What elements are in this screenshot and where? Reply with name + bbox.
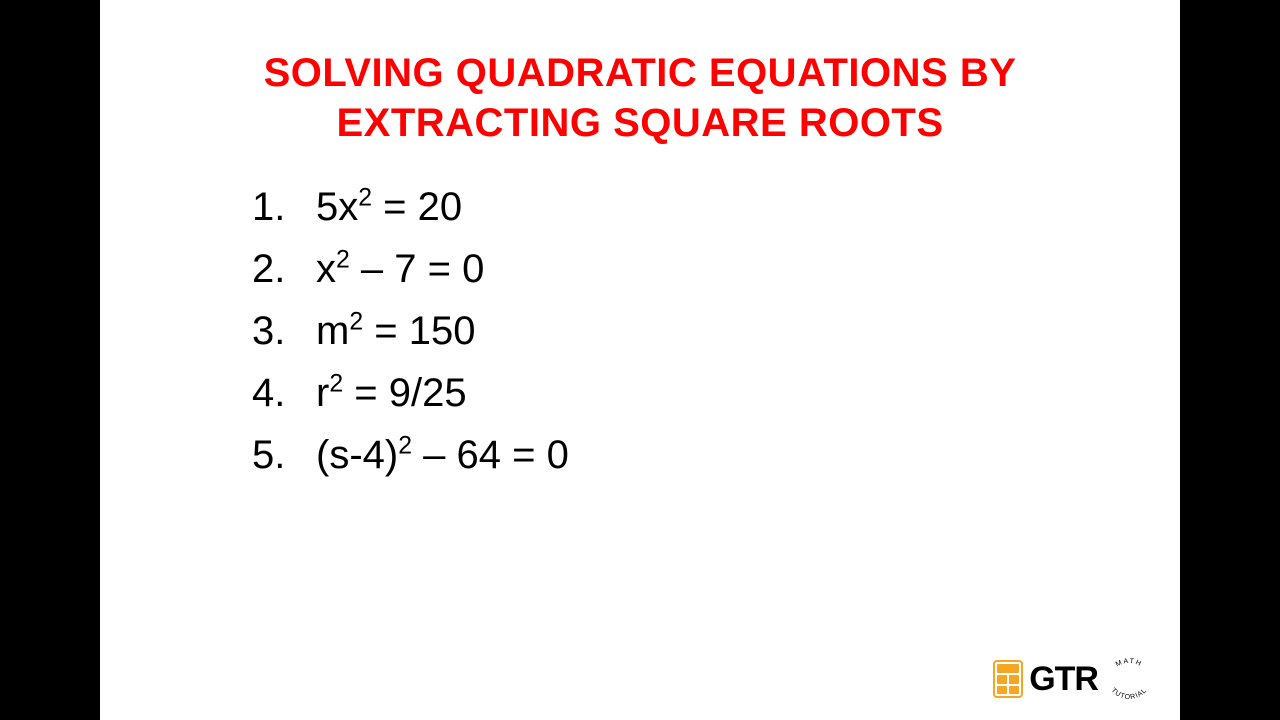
list-item: 3. m2 = 150: [252, 300, 1124, 362]
svg-text:TUTORIAL: TUTORIAL: [1110, 687, 1149, 701]
calc-key: [1009, 686, 1019, 695]
item-number: 2.: [252, 238, 316, 300]
calc-key: [997, 675, 1007, 684]
title-line-1: SOLVING QUADRATIC EQUATIONS BY: [264, 51, 1017, 95]
list-item: 2. x2 – 7 = 0: [252, 238, 1124, 300]
eq-pre: (s-4): [316, 433, 398, 477]
eq-pre: r: [316, 371, 329, 415]
slide: SOLVING QUADRATIC EQUATIONS BY EXTRACTIN…: [100, 0, 1180, 720]
title-line-2: EXTRACTING SQUARE ROOTS: [336, 101, 943, 145]
calc-keys: [997, 675, 1019, 694]
item-equation: 5x2 = 20: [316, 176, 462, 238]
eq-post: – 64 = 0: [412, 433, 569, 477]
list-item: 1. 5x2 = 20: [252, 176, 1124, 238]
slide-title: SOLVING QUADRATIC EQUATIONS BY EXTRACTIN…: [156, 48, 1124, 148]
gtr-logo: GTR MATH TUTORIAL: [993, 656, 1156, 702]
svg-text:MATH: MATH: [1115, 658, 1143, 668]
eq-pre: m: [316, 309, 349, 353]
arc-bottom-text: TUTORIAL: [1110, 687, 1149, 701]
item-number: 5.: [252, 424, 316, 486]
item-equation: (s-4)2 – 64 = 0: [316, 424, 569, 486]
brand-text: GTR: [1029, 662, 1098, 696]
item-number: 1.: [252, 176, 316, 238]
calc-key: [997, 686, 1007, 695]
eq-post: – 7 = 0: [350, 247, 485, 291]
eq-post: = 150: [363, 309, 475, 353]
item-equation: x2 – 7 = 0: [316, 238, 484, 300]
eq-sup: 2: [398, 433, 412, 460]
arc-svg: MATH TUTORIAL: [1102, 656, 1156, 702]
calculator-icon: [993, 660, 1023, 698]
equation-list: 1. 5x2 = 20 2. x2 – 7 = 0 3. m2 = 150 4.: [252, 176, 1124, 486]
eq-pre: x: [316, 247, 336, 291]
eq-sup: 2: [336, 247, 350, 274]
letterbox-stage: SOLVING QUADRATIC EQUATIONS BY EXTRACTIN…: [0, 0, 1280, 720]
arc-top-text: MATH: [1115, 658, 1143, 668]
eq-pre: 5x: [316, 185, 358, 229]
eq-sup: 2: [358, 185, 372, 212]
list-item: 4. r2 = 9/25: [252, 362, 1124, 424]
eq-post: = 9/25: [343, 371, 466, 415]
item-number: 3.: [252, 300, 316, 362]
eq-sup: 2: [329, 371, 343, 398]
list-item: 5. (s-4)2 – 64 = 0: [252, 424, 1124, 486]
calc-screen: [997, 664, 1019, 673]
item-number: 4.: [252, 362, 316, 424]
calc-key: [1009, 675, 1019, 684]
item-equation: m2 = 150: [316, 300, 475, 362]
item-equation: r2 = 9/25: [316, 362, 467, 424]
eq-post: = 20: [372, 185, 462, 229]
eq-sup: 2: [349, 309, 363, 336]
logo-arc: MATH TUTORIAL: [1102, 656, 1156, 702]
